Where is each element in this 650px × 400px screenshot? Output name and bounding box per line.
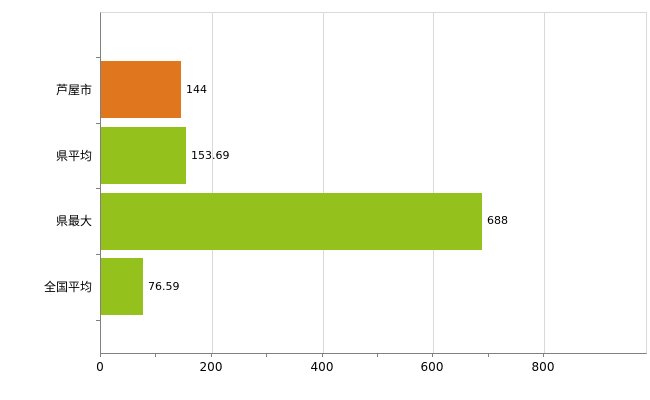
gridline-x-600 <box>433 13 434 353</box>
bar-1 <box>101 61 181 118</box>
gridline-x-800 <box>544 13 545 353</box>
value-label: 76.59 <box>148 280 180 293</box>
x-axis-tick-800 <box>543 353 544 357</box>
x-axis-label: 600 <box>420 360 444 374</box>
x-axis-tick-0 <box>100 353 101 357</box>
bar-4 <box>101 258 143 315</box>
y-axis-tick-3 <box>96 254 100 255</box>
value-label: 153.69 <box>191 149 230 162</box>
x-axis-tick-100 <box>155 353 156 357</box>
category-label: 芦屋市 <box>55 83 92 97</box>
x-axis-label: 200 <box>199 360 223 374</box>
value-label: 144 <box>186 83 207 96</box>
x-axis-label: 800 <box>531 360 555 374</box>
value-label: 688 <box>487 214 508 227</box>
gridline-x-200 <box>212 13 213 353</box>
x-axis-label: 0 <box>96 360 104 374</box>
y-axis-tick-1 <box>96 123 100 124</box>
y-axis-tick-2 <box>96 188 100 189</box>
x-axis-tick-500 <box>377 353 378 357</box>
x-axis-tick-600 <box>432 353 433 357</box>
plot-area <box>100 12 647 354</box>
x-axis-tick-300 <box>266 353 267 357</box>
category-label: 全国平均 <box>43 280 92 294</box>
bar-2 <box>101 127 186 184</box>
x-axis-tick-200 <box>211 353 212 357</box>
bar-3 <box>101 193 482 250</box>
gridline-x-400 <box>323 13 324 353</box>
category-label: 県平均 <box>55 149 92 163</box>
y-axis-tick-4 <box>96 320 100 321</box>
x-axis-label: 400 <box>310 360 334 374</box>
x-axis-tick-700 <box>488 353 489 357</box>
y-axis-tick-0 <box>96 57 100 58</box>
category-label: 県最大 <box>55 214 92 228</box>
x-axis-tick-400 <box>322 353 323 357</box>
